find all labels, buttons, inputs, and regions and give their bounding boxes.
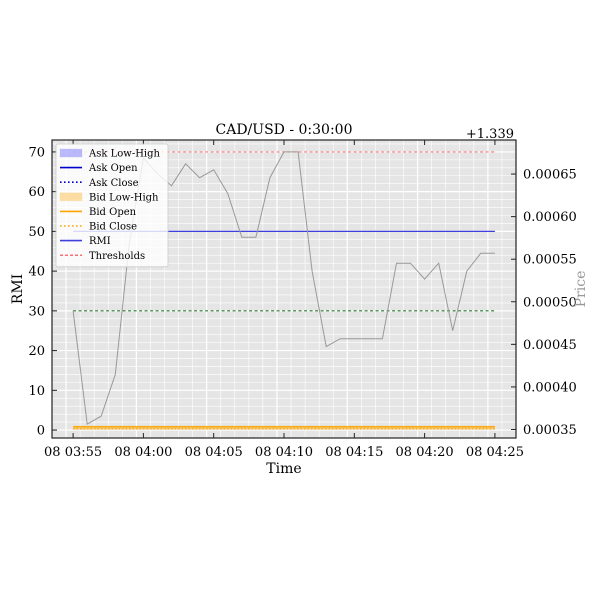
y-tick-label: 0 [37,424,45,439]
chart-title: CAD/USD - 0:30:00 [216,122,353,138]
y-tick-label: 10 [28,384,45,399]
legend-box [55,143,169,268]
x-tick-label: 08 04:20 [396,445,454,460]
legend-label: Thresholds [89,251,145,262]
x-tick-label: 08 04:10 [255,445,313,460]
y-tick-label: 70 [28,145,45,160]
legend-label: Bid Open [89,207,137,218]
x-tick-label: 08 04:05 [185,445,243,460]
y2-offset-label: +1.339 [466,127,514,142]
y2-tick-label: 0.00045 [523,338,577,353]
legend-swatch [59,148,83,158]
y2-tick-label: 0.00035 [523,423,577,438]
y2-tick-label: 0.00050 [523,295,577,310]
legend-label: Ask Open [88,163,138,174]
legend-swatch [59,192,83,202]
y-axis-right: 0.00035 0.00040 0.00045 0.00050 0.00055 0.000… [511,168,577,438]
legend-label: Bid Close [89,222,137,233]
y-tick-label: 40 [28,265,45,280]
y2-tick-label: 0.00065 [523,168,577,183]
y2-tick-label: 0.00060 [523,210,577,225]
legend-label: Ask Low-High [88,149,161,160]
y2-axis-label: Price [573,271,589,308]
x-axis-label: Time [266,461,301,477]
legend: Ask Low-High Ask Open Ask Close Bid Low-Hig… [55,143,169,268]
x-tick-label: 08 03:55 [44,445,102,460]
bid-low-high-band [73,425,495,430]
y-tick-label: 30 [28,304,45,319]
legend-label: Ask Close [88,178,139,189]
x-axis: 08 03:55 08 04:00 08 04:05 08 04:10 08 04:15… [44,140,524,460]
y-tick-label: 20 [28,344,45,359]
x-tick-label: 08 04:15 [325,445,383,460]
y-axis-left: 0 10 20 30 40 50 60 70 [28,145,57,439]
y-tick-label: 50 [28,225,45,240]
x-tick-label: 08 04:00 [114,445,172,460]
y2-tick-label: 0.00055 [523,253,577,268]
y2-tick-label: 0.00040 [523,380,577,395]
x-tick-label: 08 04:25 [466,445,524,460]
legend-label: Bid Low-High [89,192,159,203]
y-axis-label: RMI [10,274,26,304]
legend-label: RMI [89,236,111,247]
y-tick-label: 60 [28,185,45,200]
